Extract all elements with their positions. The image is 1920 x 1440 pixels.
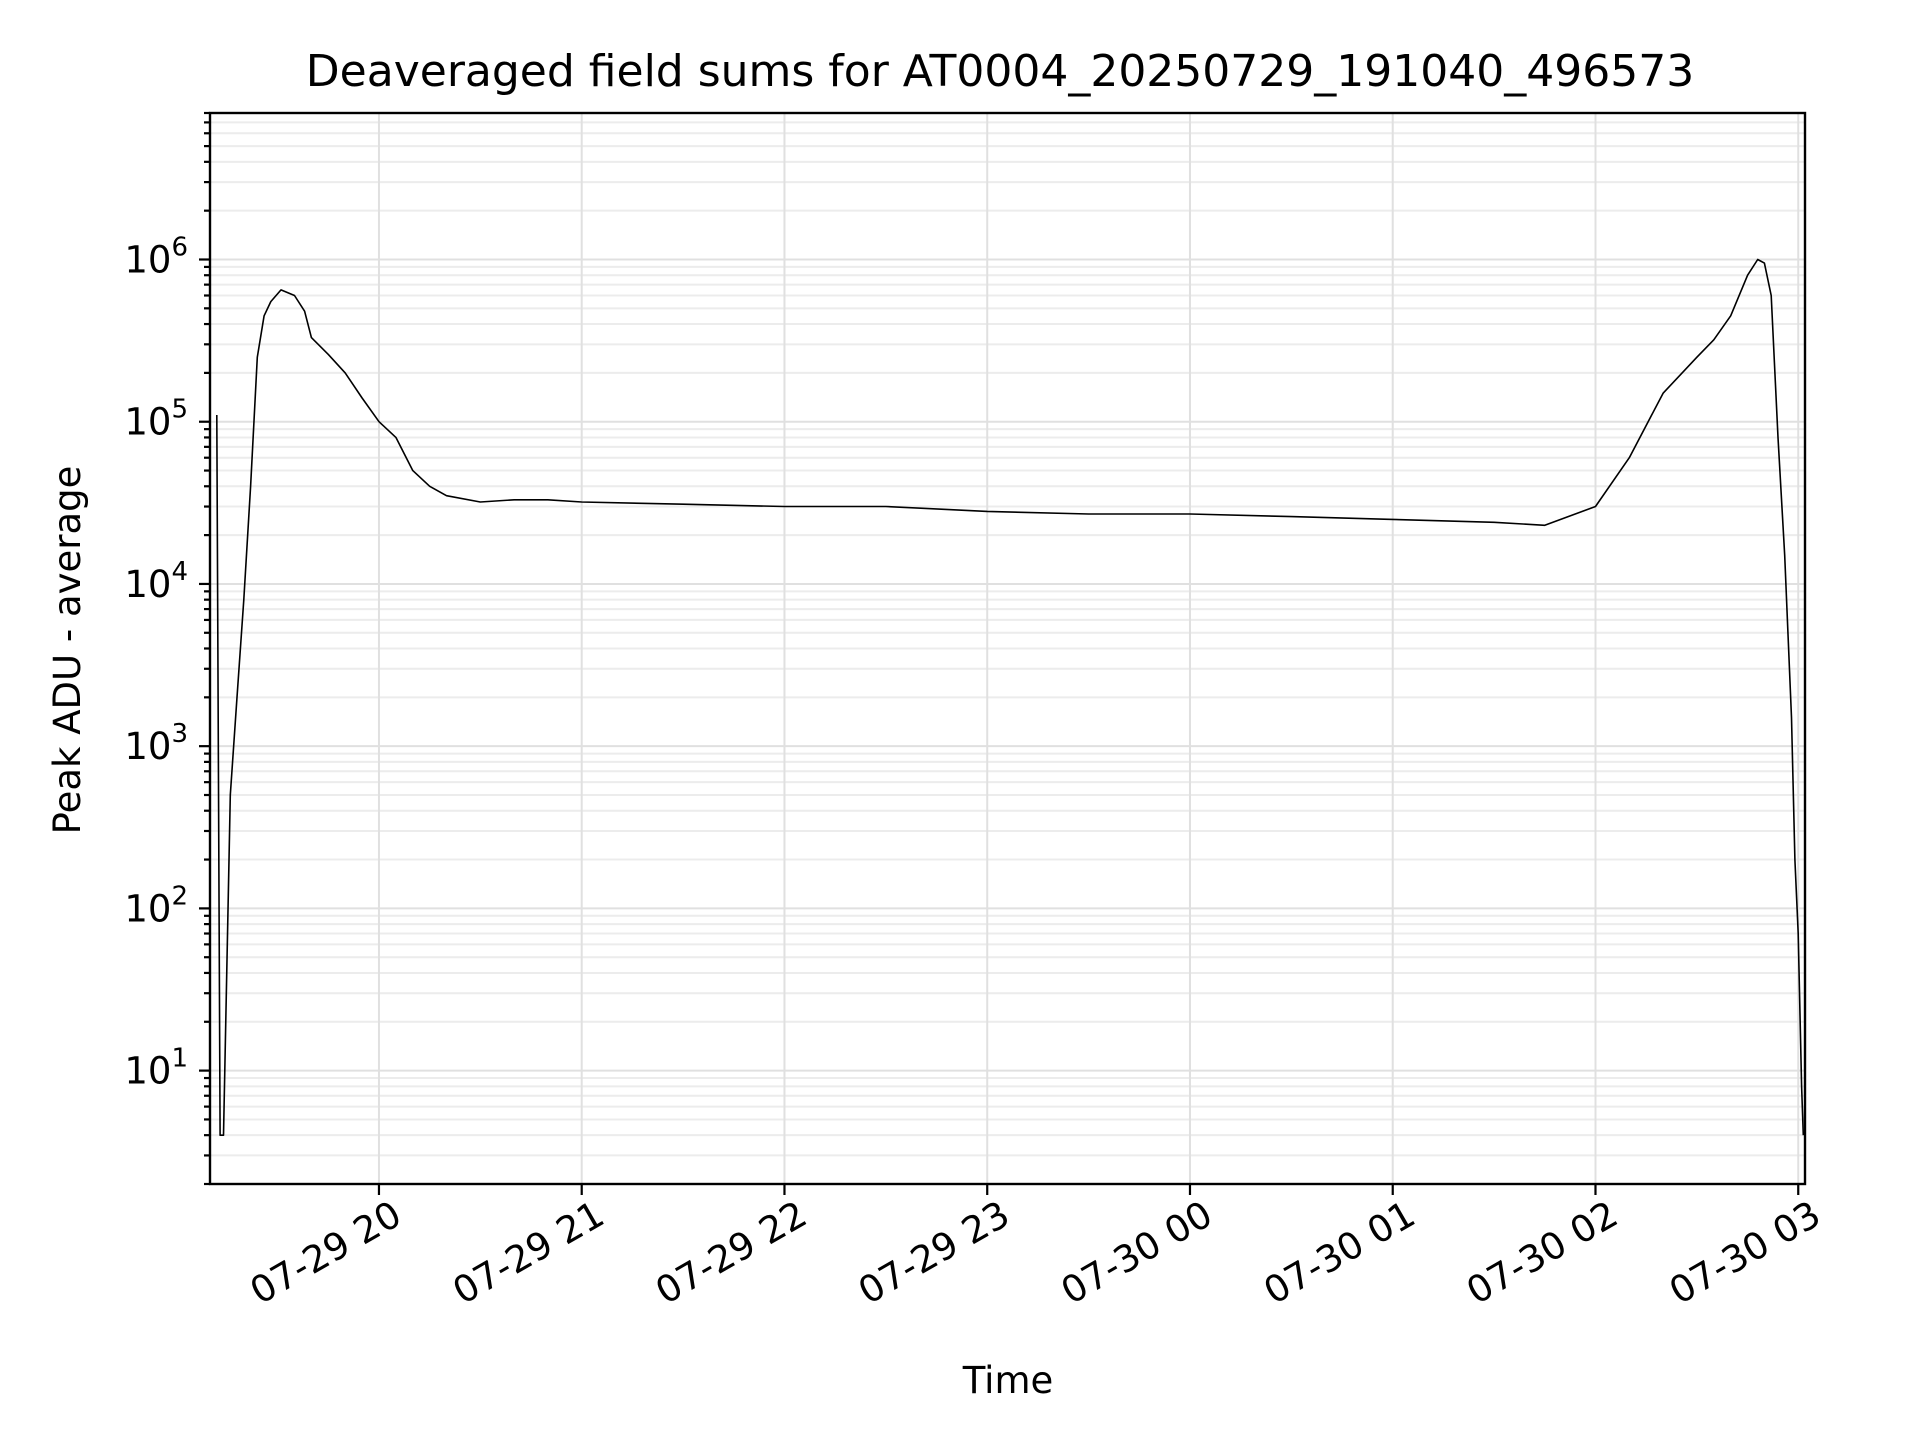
y-tick-label: 106	[124, 233, 188, 282]
minor-gridlines	[210, 112, 1805, 1185]
chart-title: Deaveraged field sums for AT0004_2025072…	[306, 46, 1694, 97]
major-gridlines	[210, 113, 1805, 1184]
y-tick-label: 103	[124, 719, 188, 768]
series-layer	[216, 258, 1805, 1136]
x-axis-label: Time	[962, 1359, 1054, 1402]
y-tick-label: 104	[124, 557, 188, 606]
y-axis-ticks: 101 102 103 104 105 106	[124, 111, 210, 1186]
series-line	[216, 258, 1805, 1136]
y-tick-label: 101	[124, 1044, 188, 1093]
y-tick-label: 105	[124, 395, 188, 444]
y-axis-label: Peak ADU - average	[46, 466, 89, 835]
y-tick-label: 102	[124, 881, 188, 930]
